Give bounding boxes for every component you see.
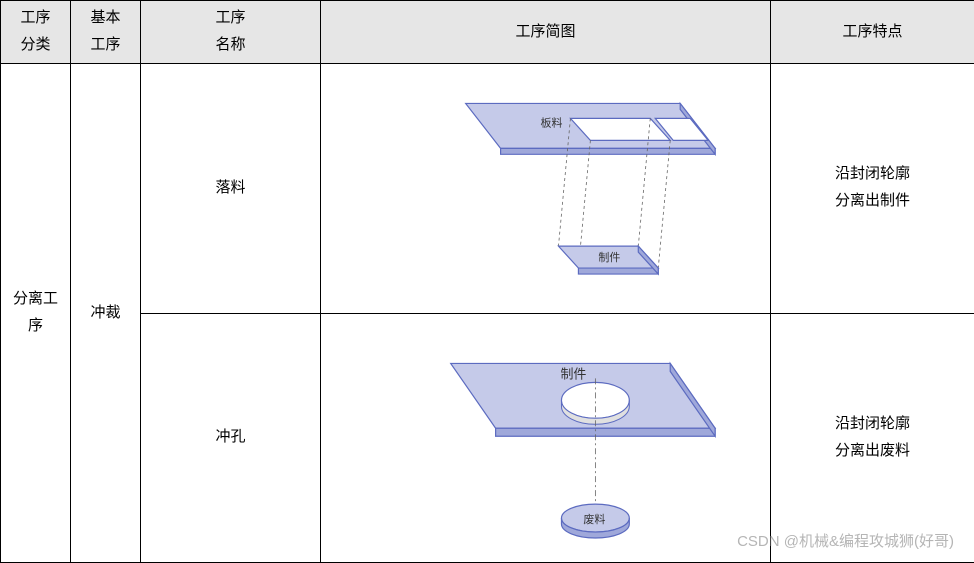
piercing-diagram-icon: 制件 废料 — [321, 314, 770, 563]
cell-diagram-1: 制件 废料 — [321, 313, 771, 563]
diagram-label-top-0: 板料 — [541, 115, 563, 129]
table-header-row: 工序分类 基本工序 工序名称 工序简图 工序特点 — [1, 1, 974, 64]
process-table: 工序分类 基本工序 工序名称 工序简图 工序特点 分离工序 冲裁 落料 板料 — [0, 0, 974, 563]
blanking-diagram-icon: 板料 制件 — [321, 64, 770, 313]
diagram-label-bottom-1: 废料 — [583, 512, 605, 526]
diagram-label-bottom-0: 制件 — [598, 251, 620, 264]
cell-process-name-1: 冲孔 — [141, 313, 321, 563]
table-row: 分离工序 冲裁 落料 板料 — [1, 64, 974, 314]
header-category: 工序分类 — [1, 1, 71, 64]
header-process-name: 工序名称 — [141, 1, 321, 64]
cell-diagram-0: 板料 制件 — [321, 64, 771, 314]
cell-category: 分离工序 — [1, 64, 71, 563]
header-basic-process: 基本工序 — [71, 1, 141, 64]
header-process-feature: 工序特点 — [771, 1, 974, 64]
table-row: 冲孔 制件 废料 沿 — [1, 313, 974, 563]
cell-feature-1: 沿封闭轮廓分离出废料 — [771, 313, 974, 563]
cell-process-name-0: 落料 — [141, 64, 321, 314]
cell-basic-process: 冲裁 — [71, 64, 141, 563]
header-process-diagram: 工序简图 — [321, 1, 771, 64]
diagram-label-top-1: 制件 — [560, 366, 586, 381]
cell-feature-0: 沿封闭轮廓分离出制件 — [771, 64, 974, 314]
